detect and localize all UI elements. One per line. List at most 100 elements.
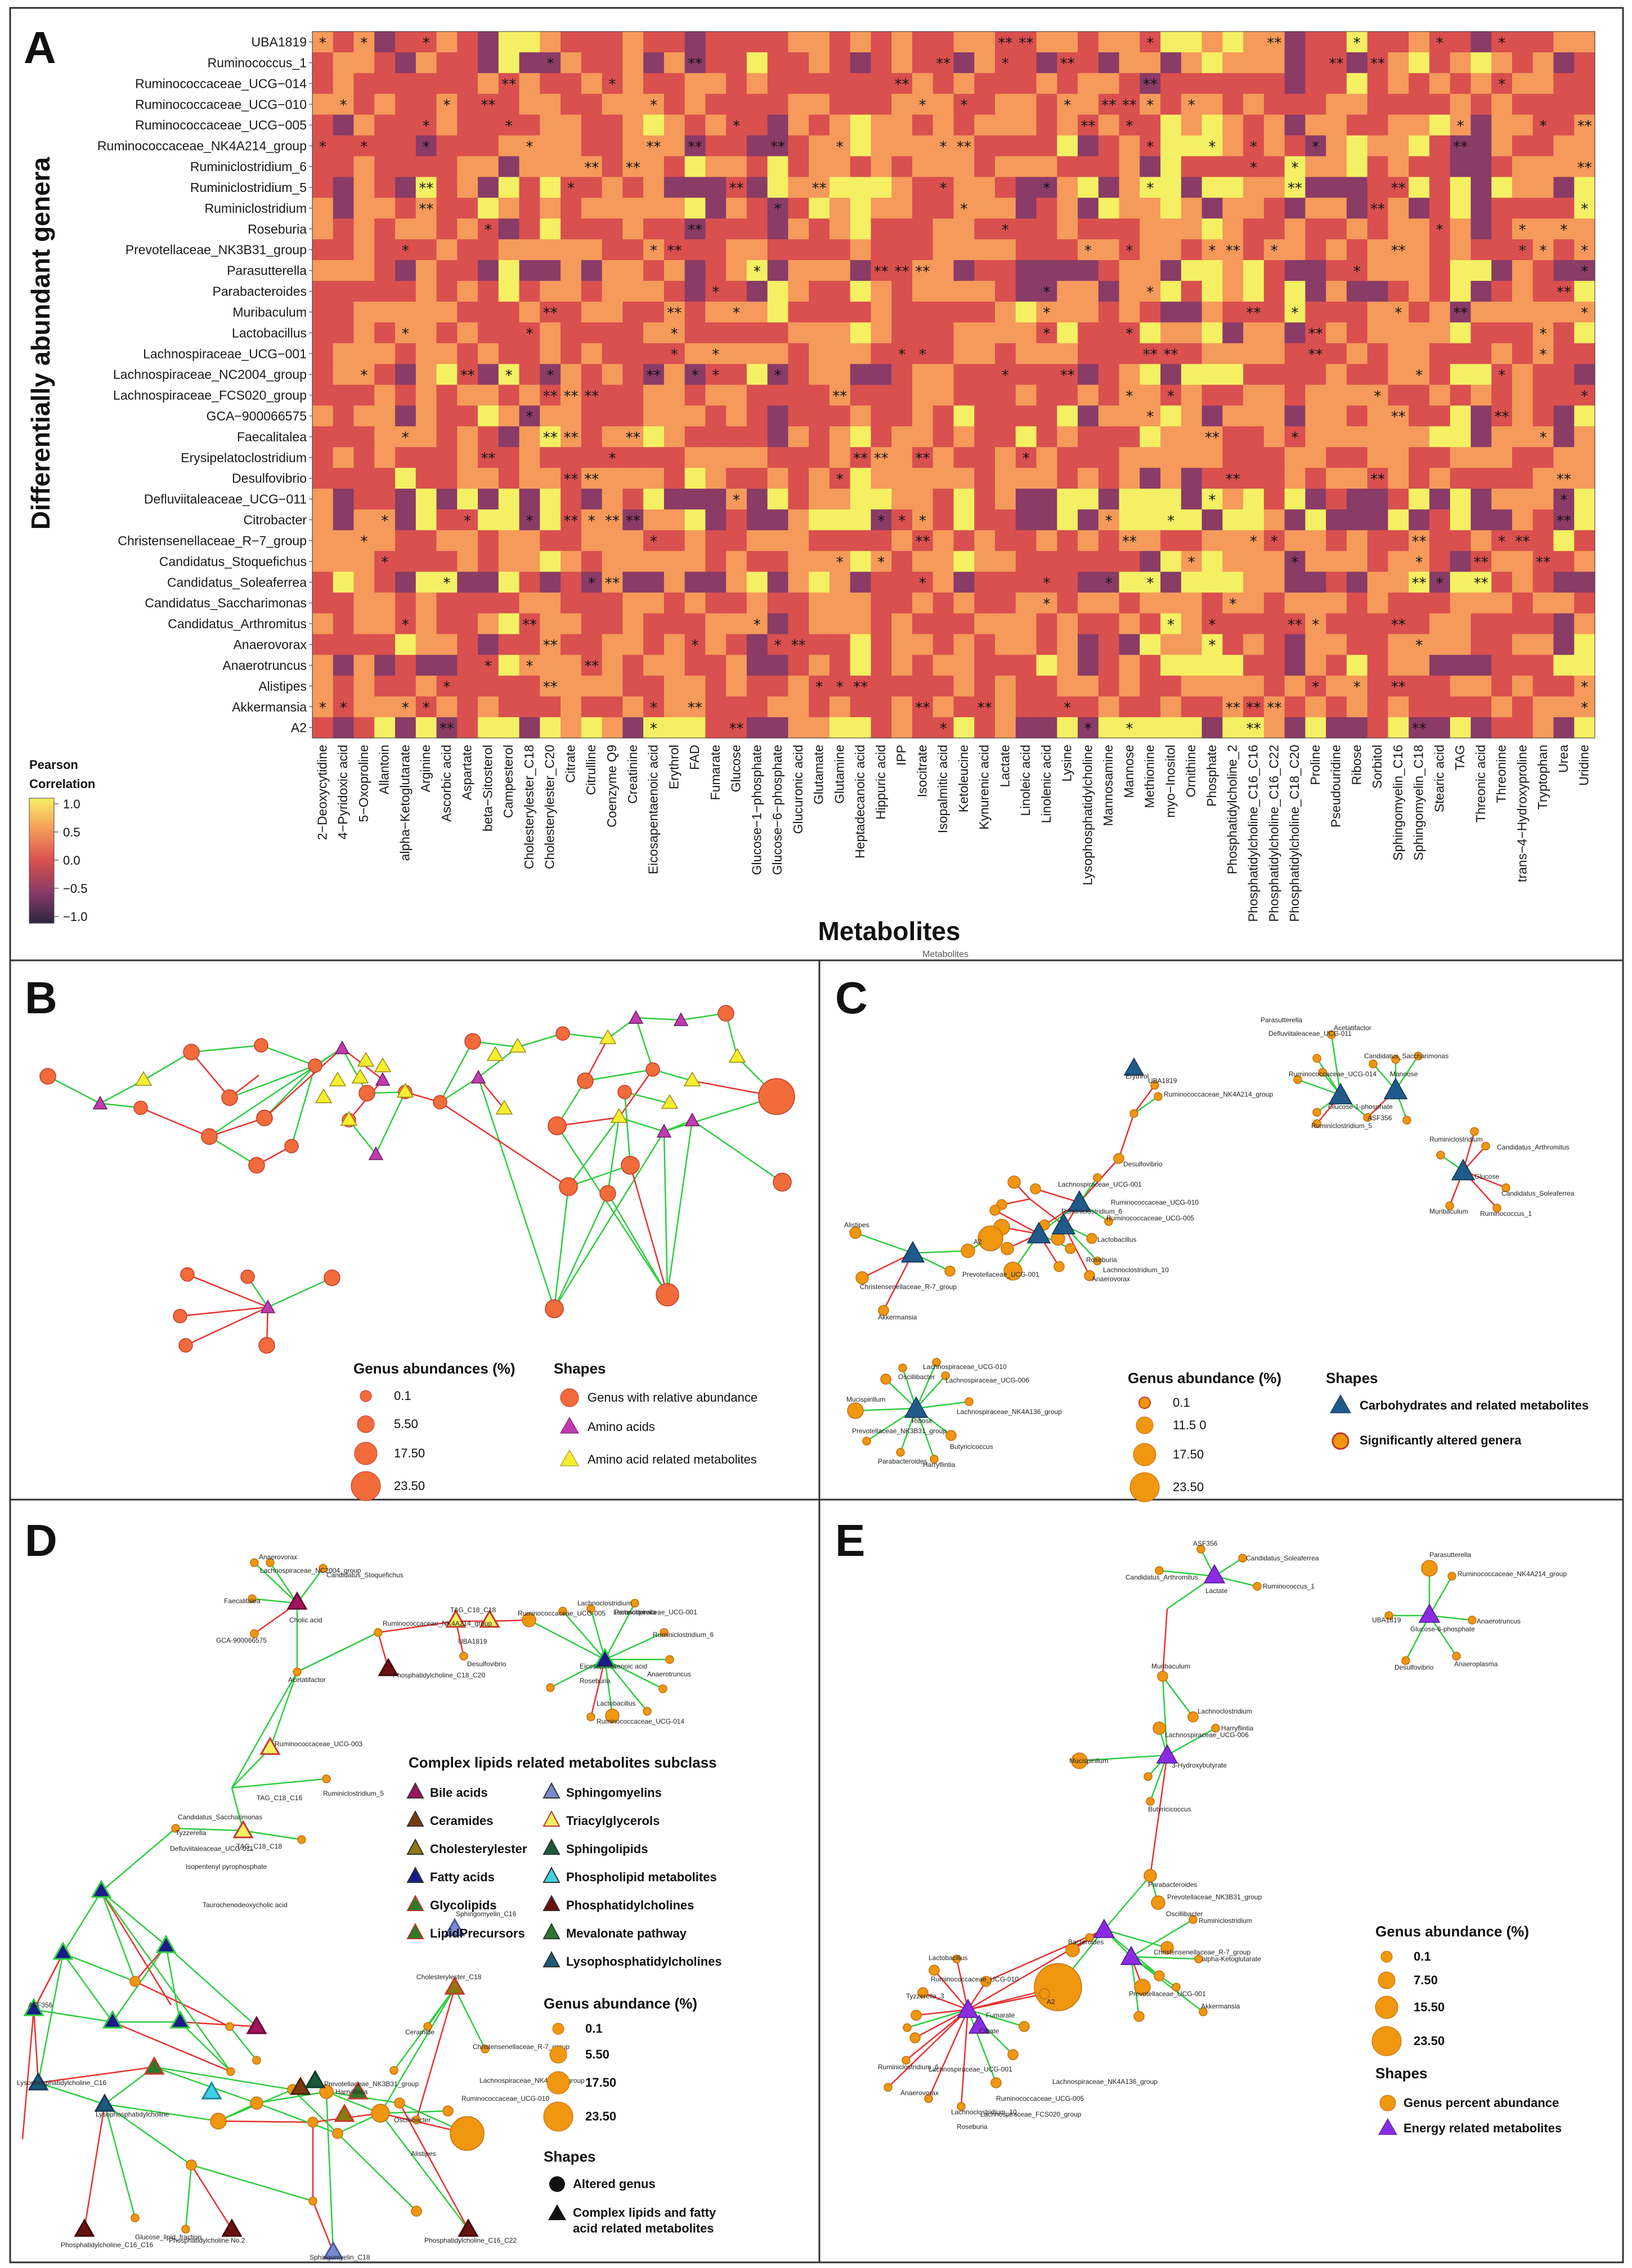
heatmap-cell: [871, 301, 892, 323]
node-label: Taurochenodeoxycholic acid: [203, 1901, 288, 1909]
heatmap-cell: [1057, 489, 1078, 510]
heatmap-cell: [767, 405, 789, 427]
heatmap-cell: [974, 73, 996, 95]
row-label: Parabacteroides: [213, 284, 307, 299]
heatmap-cell: [829, 260, 851, 281]
heatmap-cell: [1367, 468, 1389, 489]
heatmap-cell: [829, 135, 851, 157]
heatmap-cell: [684, 676, 706, 697]
node-label: Ruminiclostridium_6: [1061, 1207, 1122, 1215]
heatmap-cell: [1553, 114, 1575, 136]
heatmap-cell: [1119, 676, 1140, 697]
significance-mark: *: [609, 77, 616, 93]
heatmap-cell: [953, 156, 975, 177]
heatmap-cell: [1409, 426, 1430, 448]
heatmap-cell: [622, 655, 644, 676]
heatmap-cell: [436, 114, 458, 136]
node-label: Roseburia: [957, 2123, 988, 2131]
heatmap-cell: [478, 260, 499, 281]
heatmap-cell: [333, 634, 355, 655]
heatmap-cell: [581, 426, 603, 448]
heatmap-cell: [995, 218, 1016, 240]
heatmap-cell: [1367, 114, 1389, 136]
node-label: Phosphatidylcholine_C16_C22: [424, 2236, 517, 2244]
heatmap-cell: [519, 676, 540, 697]
heatmap-cell: [1119, 135, 1140, 157]
heatmap-cell: [1553, 551, 1575, 572]
heatmap-cell: [1532, 405, 1554, 427]
significance-mark: **: [481, 450, 495, 467]
heatmap-cell: [312, 114, 334, 136]
heatmap-cell: [622, 218, 644, 240]
heatmap-cell: [478, 239, 499, 261]
heatmap-cell: [622, 551, 644, 572]
heatmap-cell: [1181, 676, 1203, 697]
heatmap-cell: [1346, 447, 1368, 468]
heatmap-cell: [1346, 322, 1368, 344]
heatmap-cell: [1263, 260, 1285, 281]
heatmap-cell: [1284, 239, 1306, 261]
heatmap-cell: [581, 260, 603, 281]
subclass-label: Mevalonate pathway: [566, 1926, 687, 1940]
significance-mark: **: [564, 430, 579, 446]
heatmap-cell: [1160, 384, 1182, 406]
heatmap-cell: [498, 551, 520, 572]
heatmap-cell: [1532, 655, 1554, 676]
heatmap-cell: [995, 613, 1016, 635]
heatmap-cell: [540, 676, 561, 697]
node-label: TAG_C18_C18: [450, 1606, 496, 1614]
heatmap-cell: [1036, 93, 1057, 115]
heatmap-cell: [891, 676, 913, 697]
heatmap-cell: [1574, 260, 1595, 281]
heatmap-cell: [1553, 696, 1575, 718]
heatmap-cell: [1367, 426, 1389, 448]
significance-mark: **: [1019, 35, 1033, 52]
heatmap-cell: [1078, 73, 1099, 95]
subclass-label: Phospholipid metabolites: [566, 1870, 717, 1884]
heatmap-cell: [1470, 655, 1492, 676]
heatmap-cell: [932, 364, 954, 386]
heatmap-cell: [1078, 177, 1099, 198]
node-label: Ruminococcaceae_UCG-010: [1111, 1198, 1199, 1206]
heatmap-cell: [395, 696, 416, 718]
heatmap-cell: [663, 198, 685, 219]
heatmap-cell: [788, 468, 809, 489]
heatmap-cell: [333, 260, 355, 281]
significance-mark: *: [340, 700, 347, 717]
heatmap-cell: [1326, 93, 1347, 115]
heatmap-cell: [374, 260, 396, 281]
heatmap-cell: [663, 655, 685, 676]
heatmap-cell: [705, 177, 727, 198]
node-label: Akkermansia: [878, 1313, 917, 1321]
heatmap-cell: [746, 135, 768, 157]
heatmap-cell: [1263, 301, 1285, 323]
heatmap-cell: [1367, 613, 1389, 635]
significance-mark: **: [1267, 700, 1281, 717]
heatmap-cell: [1367, 322, 1389, 344]
significance-mark: **: [501, 77, 516, 93]
significance-mark: *: [1581, 263, 1588, 280]
heatmap-cell: [746, 177, 768, 198]
node-label: TAG_C18_C16: [257, 1794, 302, 1802]
heatmap-cell: [1201, 364, 1223, 386]
heatmap-cell: [850, 280, 872, 302]
significance-mark: *: [919, 575, 926, 592]
heatmap-cell: [1098, 655, 1120, 676]
heatmap-cell: [788, 530, 809, 552]
heatmap-cell: [746, 32, 768, 53]
heatmap-cell: [1512, 52, 1534, 74]
heatmap-cell: [705, 613, 727, 635]
heatmap-cell: [726, 405, 747, 427]
heatmap-cell: [540, 114, 561, 136]
heatmap-cell: [1243, 322, 1265, 344]
significance-mark: *: [1395, 305, 1402, 322]
significance-mark: **: [1247, 305, 1261, 322]
heatmap-cell: [540, 384, 561, 406]
heatmap-cell: [1346, 218, 1368, 240]
heatmap-cell: [995, 696, 1016, 718]
heatmap-cell: [891, 239, 913, 261]
heatmap-cell: [1574, 280, 1595, 302]
heatmap-cell: [540, 468, 561, 489]
heatmap-cell: [1574, 93, 1595, 115]
heatmap-cell: [457, 198, 478, 219]
